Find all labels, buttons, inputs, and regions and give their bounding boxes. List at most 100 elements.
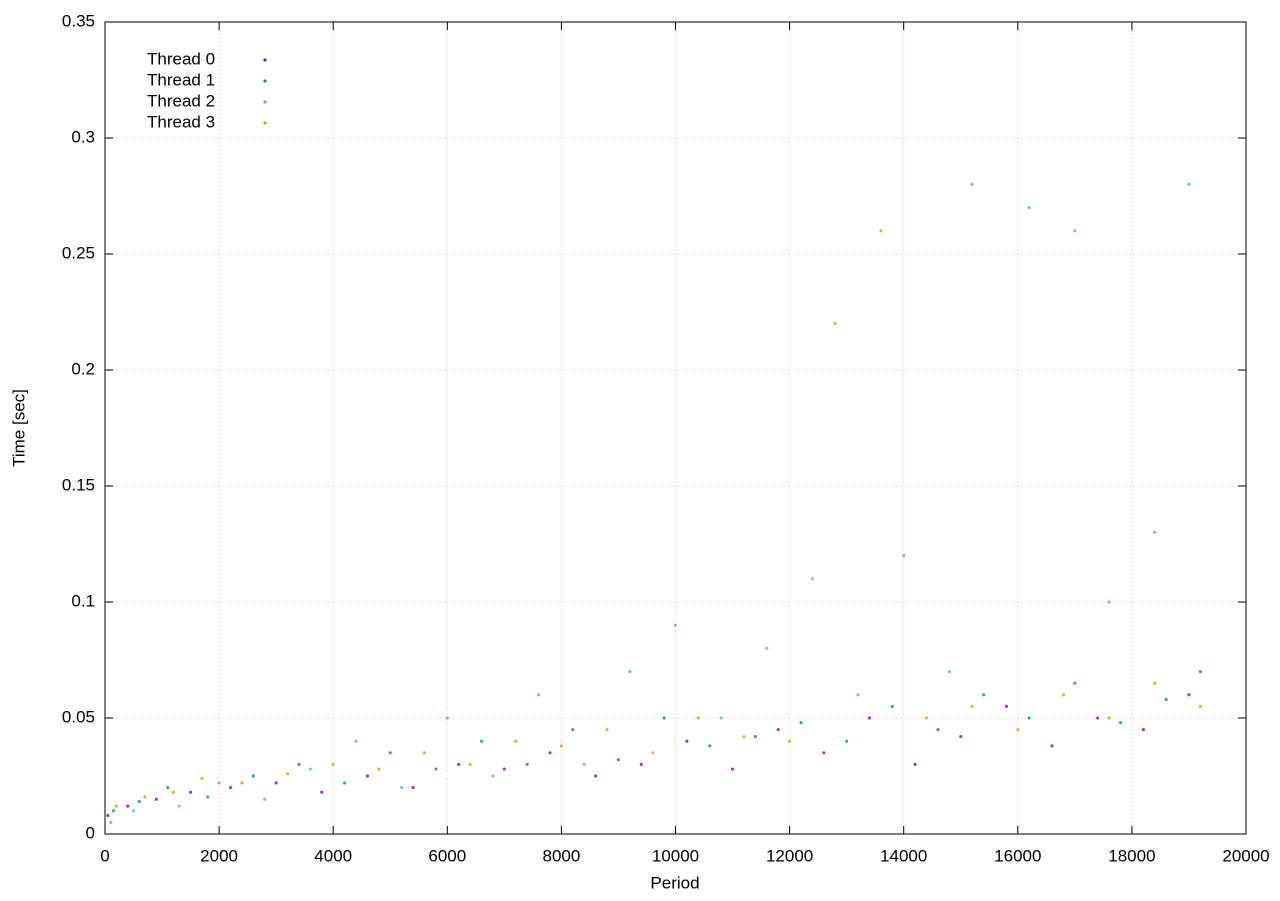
- point: [171, 790, 176, 794]
- point: [154, 797, 158, 801]
- point: [240, 781, 244, 785]
- y-tick-label: 0.1: [71, 591, 95, 610]
- y-tick-label: 0.25: [62, 243, 95, 262]
- legend-label: Thread 1: [147, 70, 215, 89]
- point: [354, 739, 358, 743]
- point: [1027, 206, 1031, 210]
- point: [1141, 728, 1145, 732]
- point: [457, 762, 461, 767]
- point: [776, 728, 780, 732]
- point: [867, 716, 872, 720]
- legend-swatch: [263, 100, 267, 104]
- point: [1073, 229, 1077, 233]
- point: [106, 813, 110, 818]
- y-tick-label: 0.35: [62, 11, 95, 30]
- point: [137, 799, 141, 804]
- point: [981, 693, 986, 697]
- point: [365, 774, 370, 778]
- point: [251, 774, 255, 778]
- point: [114, 804, 119, 808]
- x-tick-label: 10000: [652, 846, 699, 865]
- point: [616, 758, 621, 762]
- point: [548, 751, 552, 755]
- point: [1073, 681, 1077, 685]
- point: [525, 762, 529, 767]
- point: [331, 762, 335, 767]
- point: [297, 762, 301, 767]
- point: [206, 795, 210, 799]
- point: [166, 786, 170, 790]
- x-axis-label: Period: [650, 873, 699, 892]
- point: [1004, 704, 1008, 709]
- x-tick-label: 4000: [314, 846, 352, 865]
- x-tick-label: 14000: [880, 846, 927, 865]
- point: [109, 820, 113, 825]
- point: [1153, 681, 1157, 685]
- point: [111, 809, 116, 813]
- point: [536, 693, 541, 697]
- point: [1016, 728, 1020, 732]
- y-axis-label: Time [sec]: [9, 389, 28, 467]
- point: [1164, 697, 1168, 702]
- x-tick-label: 12000: [766, 846, 813, 865]
- point: [274, 781, 278, 785]
- point: [177, 804, 181, 808]
- point: [959, 734, 963, 739]
- point: [400, 786, 404, 790]
- point: [605, 728, 609, 732]
- point: [217, 781, 221, 785]
- x-tick-label: 18000: [1108, 846, 1155, 865]
- point: [594, 774, 598, 778]
- x-tick-label: 8000: [542, 846, 580, 865]
- point: [502, 767, 506, 771]
- legend-label: Thread 0: [147, 49, 215, 68]
- point: [970, 704, 974, 709]
- point: [936, 728, 940, 732]
- point: [131, 809, 136, 813]
- legend-swatch: [263, 79, 267, 83]
- y-tick-label: 0.15: [62, 475, 95, 494]
- point: [468, 762, 472, 767]
- point: [514, 739, 518, 743]
- point: [571, 728, 575, 732]
- point: [890, 704, 894, 709]
- point: [263, 797, 267, 801]
- point: [765, 646, 769, 651]
- point: [856, 693, 860, 697]
- point: [685, 739, 689, 743]
- point: [673, 623, 678, 627]
- point: [143, 795, 147, 799]
- point: [1096, 716, 1100, 720]
- point: [228, 786, 233, 790]
- point: [582, 762, 586, 767]
- point: [559, 744, 564, 748]
- point: [434, 767, 438, 771]
- x-tick-label: 2000: [200, 846, 238, 865]
- point: [662, 716, 666, 720]
- y-tick-label: 0: [86, 823, 95, 842]
- point: [924, 716, 929, 720]
- legend-label: Thread 2: [147, 91, 215, 110]
- point: [388, 751, 392, 755]
- point: [285, 772, 290, 776]
- point: [822, 751, 826, 755]
- point: [651, 751, 655, 755]
- y-tick-label: 0.3: [71, 127, 95, 146]
- legend-label: Thread 3: [147, 112, 215, 131]
- point: [1187, 693, 1191, 697]
- point: [1187, 182, 1191, 186]
- point: [1061, 693, 1066, 697]
- point: [422, 751, 427, 755]
- x-tick-label: 0: [100, 846, 109, 865]
- point: [1107, 600, 1111, 604]
- point: [445, 716, 449, 720]
- point: [970, 182, 974, 186]
- point: [730, 767, 735, 771]
- point: [639, 762, 643, 767]
- y-tick-label: 0.2: [71, 359, 95, 378]
- legend-swatch: [263, 58, 267, 62]
- point: [320, 790, 324, 794]
- point: [200, 776, 204, 780]
- point: [845, 739, 849, 743]
